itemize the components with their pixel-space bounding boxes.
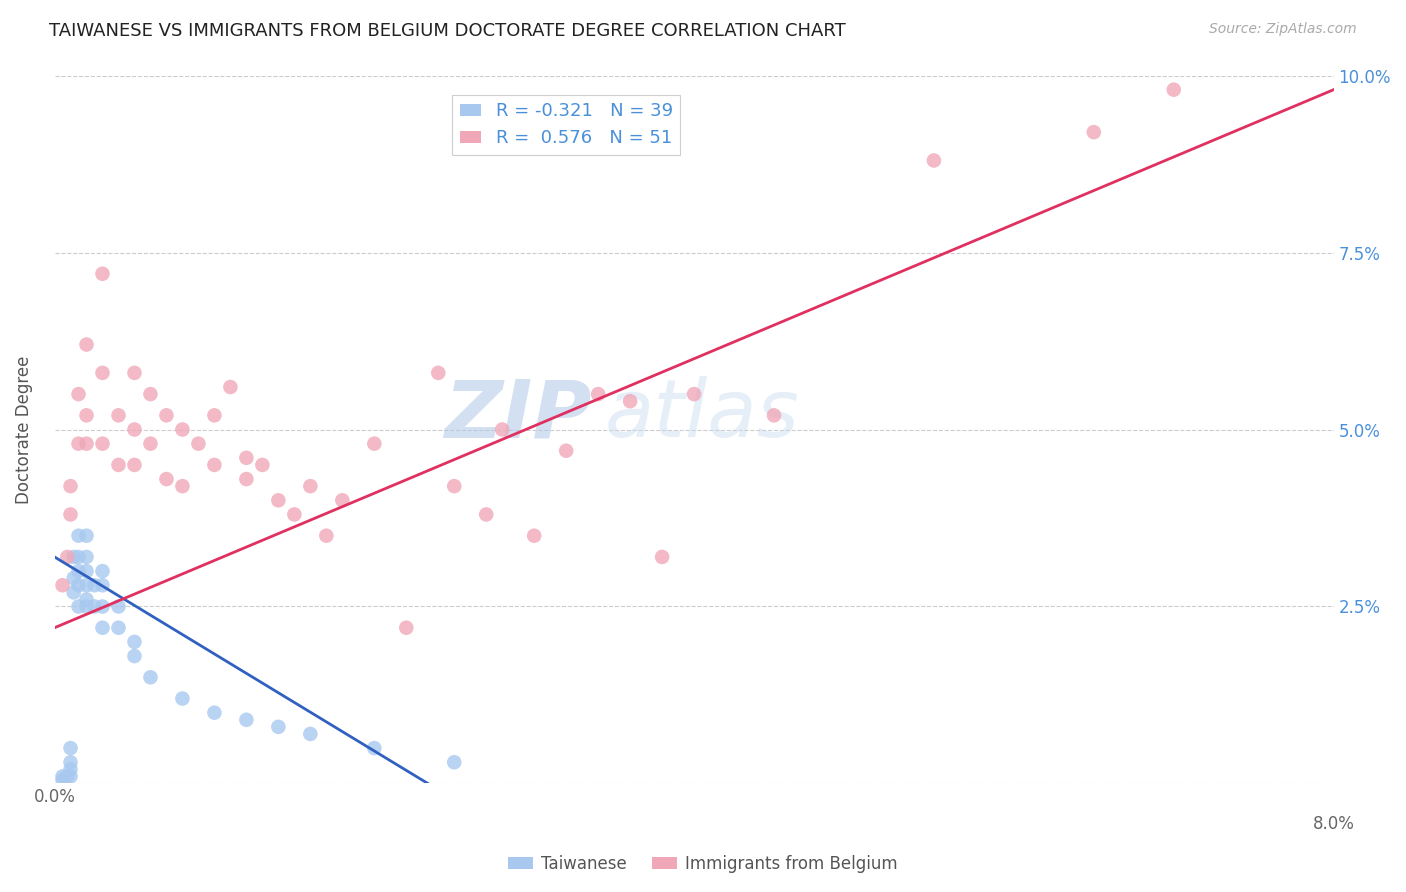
Point: [235, 450, 257, 465]
Point: [252, 458, 274, 472]
Point: [59, 769, 82, 783]
Point: [51, 772, 73, 787]
Point: [76, 529, 98, 543]
Point: [763, 409, 786, 423]
Point: [330, 493, 353, 508]
Point: [76, 436, 98, 450]
Point: [76, 549, 98, 564]
Point: [59, 741, 82, 756]
Point: [76, 578, 98, 592]
Point: [67, 529, 90, 543]
Point: [651, 549, 673, 564]
Point: [91, 436, 114, 450]
Point: [155, 409, 177, 423]
Point: [124, 648, 146, 663]
Point: [683, 387, 706, 401]
Text: TAIWANESE VS IMMIGRANTS FROM BELGIUM DOCTORATE DEGREE CORRELATION CHART: TAIWANESE VS IMMIGRANTS FROM BELGIUM DOC…: [49, 22, 846, 40]
Point: [56, 769, 79, 783]
Point: [91, 621, 114, 635]
Point: [124, 423, 146, 437]
Point: [67, 578, 90, 592]
Text: 8.0%: 8.0%: [1313, 815, 1354, 833]
Legend: Taiwanese, Immigrants from Belgium: Taiwanese, Immigrants from Belgium: [502, 848, 904, 880]
Point: [76, 599, 98, 614]
Point: [107, 599, 129, 614]
Point: [107, 409, 129, 423]
Point: [83, 599, 105, 614]
Point: [155, 472, 177, 486]
Point: [619, 394, 641, 409]
Point: [555, 443, 578, 458]
Point: [363, 741, 385, 756]
Point: [91, 267, 114, 281]
Point: [363, 436, 385, 450]
Point: [56, 549, 79, 564]
Point: [59, 479, 82, 493]
Point: [51, 769, 73, 783]
Point: [172, 479, 194, 493]
Point: [67, 599, 90, 614]
Point: [299, 727, 322, 741]
Point: [83, 578, 105, 592]
Point: [1083, 125, 1105, 139]
Text: ZIP: ZIP: [444, 376, 592, 454]
Y-axis label: Doctorate Degree: Doctorate Degree: [15, 355, 32, 504]
Point: [107, 458, 129, 472]
Point: [395, 621, 418, 635]
Point: [475, 508, 498, 522]
Point: [107, 621, 129, 635]
Point: [91, 366, 114, 380]
Point: [62, 585, 84, 599]
Point: [124, 458, 146, 472]
Point: [443, 479, 465, 493]
Point: [76, 564, 98, 578]
Point: [187, 436, 209, 450]
Point: [59, 756, 82, 770]
Point: [922, 153, 945, 168]
Point: [59, 508, 82, 522]
Point: [62, 549, 84, 564]
Point: [283, 508, 305, 522]
Point: [1163, 83, 1185, 97]
Point: [204, 409, 226, 423]
Point: [62, 571, 84, 585]
Point: [443, 756, 465, 770]
Point: [491, 423, 513, 437]
Point: [172, 423, 194, 437]
Point: [76, 409, 98, 423]
Point: [219, 380, 242, 394]
Point: [91, 599, 114, 614]
Text: Source: ZipAtlas.com: Source: ZipAtlas.com: [1209, 22, 1357, 37]
Point: [124, 366, 146, 380]
Legend: R = -0.321   N = 39, R =  0.576   N = 51: R = -0.321 N = 39, R = 0.576 N = 51: [453, 95, 681, 154]
Point: [67, 564, 90, 578]
Point: [235, 472, 257, 486]
Point: [76, 337, 98, 351]
Point: [523, 529, 546, 543]
Point: [59, 762, 82, 776]
Point: [67, 549, 90, 564]
Point: [91, 578, 114, 592]
Point: [76, 592, 98, 607]
Point: [124, 635, 146, 649]
Point: [427, 366, 450, 380]
Point: [51, 578, 73, 592]
Point: [172, 691, 194, 706]
Point: [67, 387, 90, 401]
Point: [299, 479, 322, 493]
Point: [91, 564, 114, 578]
Point: [204, 706, 226, 720]
Point: [204, 458, 226, 472]
Text: atlas: atlas: [605, 376, 799, 454]
Point: [139, 670, 162, 684]
Point: [586, 387, 609, 401]
Point: [139, 387, 162, 401]
Point: [267, 720, 290, 734]
Point: [267, 493, 290, 508]
Point: [235, 713, 257, 727]
Point: [139, 436, 162, 450]
Point: [67, 436, 90, 450]
Point: [315, 529, 337, 543]
